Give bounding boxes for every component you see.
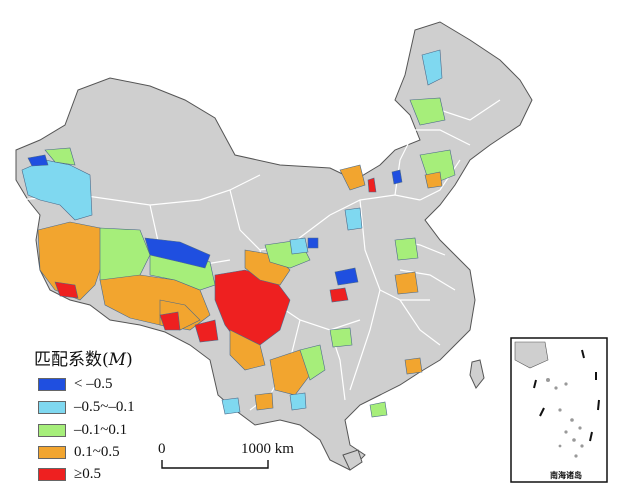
legend-title-text: 匹配系数: [34, 350, 102, 370]
legend-swatch: [38, 378, 66, 391]
patch-orange: [394, 271, 419, 295]
legend-item: –0.5~–0.1: [38, 399, 135, 416]
legend-swatch: [38, 401, 66, 414]
legend-title: 匹配系数(M): [34, 350, 133, 370]
legend-label: –0.5~–0.1: [74, 399, 135, 415]
scale-bar: [161, 460, 269, 469]
legend-label: –0.1~0.1: [74, 422, 128, 438]
taiwan-island: [469, 359, 485, 389]
legend-swatch: [38, 424, 66, 437]
patch-blue: [27, 154, 49, 167]
patch-light-blue: [221, 397, 241, 415]
legend-label: 0.1~0.5: [74, 444, 120, 460]
patch-blue: [307, 237, 319, 249]
patch-orange: [229, 329, 266, 371]
patch-red: [159, 311, 181, 331]
legend-label: < –0.5: [74, 376, 113, 392]
patch-red: [367, 177, 377, 193]
scale-start-label: 0: [158, 441, 166, 457]
patch-light-blue: [289, 237, 309, 255]
patch-green: [394, 237, 419, 261]
patch-orange: [424, 171, 443, 189]
legend-item: < –0.5: [38, 376, 112, 393]
south-china-sea-inset: [510, 337, 608, 483]
patch-light-blue: [289, 392, 307, 411]
patch-green: [329, 327, 353, 348]
patch-light-blue: [344, 207, 363, 231]
inset-label: 南海诸岛: [550, 471, 582, 480]
hainan-island: [342, 449, 363, 471]
patch-orange: [269, 349, 311, 396]
patch-green: [369, 401, 388, 418]
patch-red: [54, 281, 79, 299]
scale-end-label: 1000 km: [241, 441, 294, 457]
legend-swatch: [38, 468, 66, 481]
legend-title-symbol: M: [108, 350, 127, 370]
patch-red: [194, 319, 219, 343]
patch-blue: [334, 267, 359, 286]
patch-light-blue: [421, 49, 443, 86]
legend-item: ≥0.5: [38, 466, 101, 483]
legend-label: ≥0.5: [74, 466, 101, 482]
patch-orange: [37, 221, 106, 301]
legend-item: 0.1~0.5: [38, 444, 120, 461]
patch-orange: [254, 392, 274, 411]
legend-swatch: [38, 446, 66, 459]
patch-blue: [391, 169, 403, 185]
patch-orange: [404, 357, 423, 375]
legend-item: –0.1~0.1: [38, 422, 127, 439]
patch-green: [409, 97, 446, 126]
patch-blue: [144, 237, 211, 269]
patch-orange: [339, 164, 366, 191]
patch-green: [299, 344, 326, 381]
region-patches: [21, 49, 456, 418]
patch-red: [329, 287, 349, 303]
patch-green: [44, 147, 76, 166]
